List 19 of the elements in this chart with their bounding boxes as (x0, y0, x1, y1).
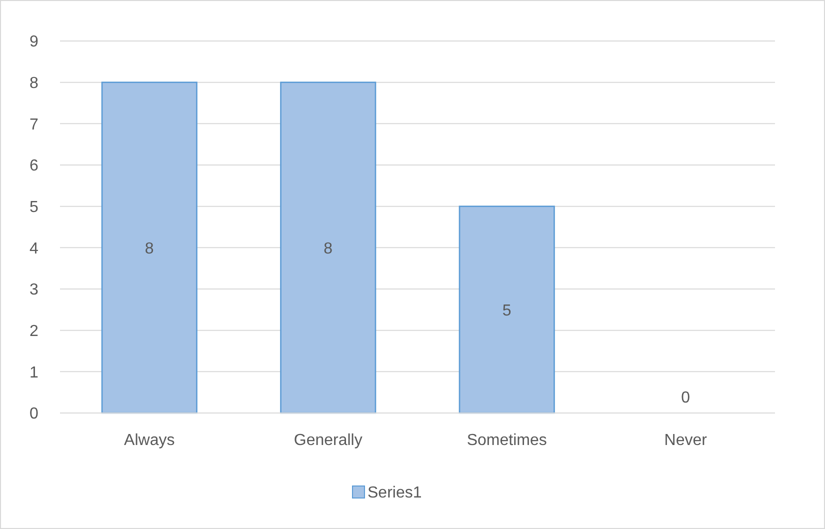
x-tick-label: Sometimes (466, 432, 547, 449)
legend-label: Series1 (368, 484, 422, 502)
y-tick-label: 9 (30, 34, 39, 51)
y-tick-label: 6 (30, 158, 39, 175)
y-tick-label: 2 (30, 322, 39, 340)
data-label: 8 (324, 240, 333, 258)
y-tick-label: 0 (30, 406, 39, 423)
data-label: 0 (681, 390, 690, 407)
x-tick-label: Never (664, 432, 708, 449)
y-tick-label: 3 (30, 282, 39, 299)
y-tick-label: 8 (30, 74, 39, 92)
data-label: 5 (502, 302, 512, 320)
y-tick-label: 4 (30, 240, 39, 258)
y-tick-label: 1 (30, 364, 39, 382)
data-label: 8 (144, 240, 154, 258)
x-tick-label: Generally (294, 432, 362, 449)
x-tick-label: Always (124, 432, 175, 449)
y-tick-label: 7 (30, 116, 39, 134)
y-tick-label: 5 (30, 198, 39, 216)
